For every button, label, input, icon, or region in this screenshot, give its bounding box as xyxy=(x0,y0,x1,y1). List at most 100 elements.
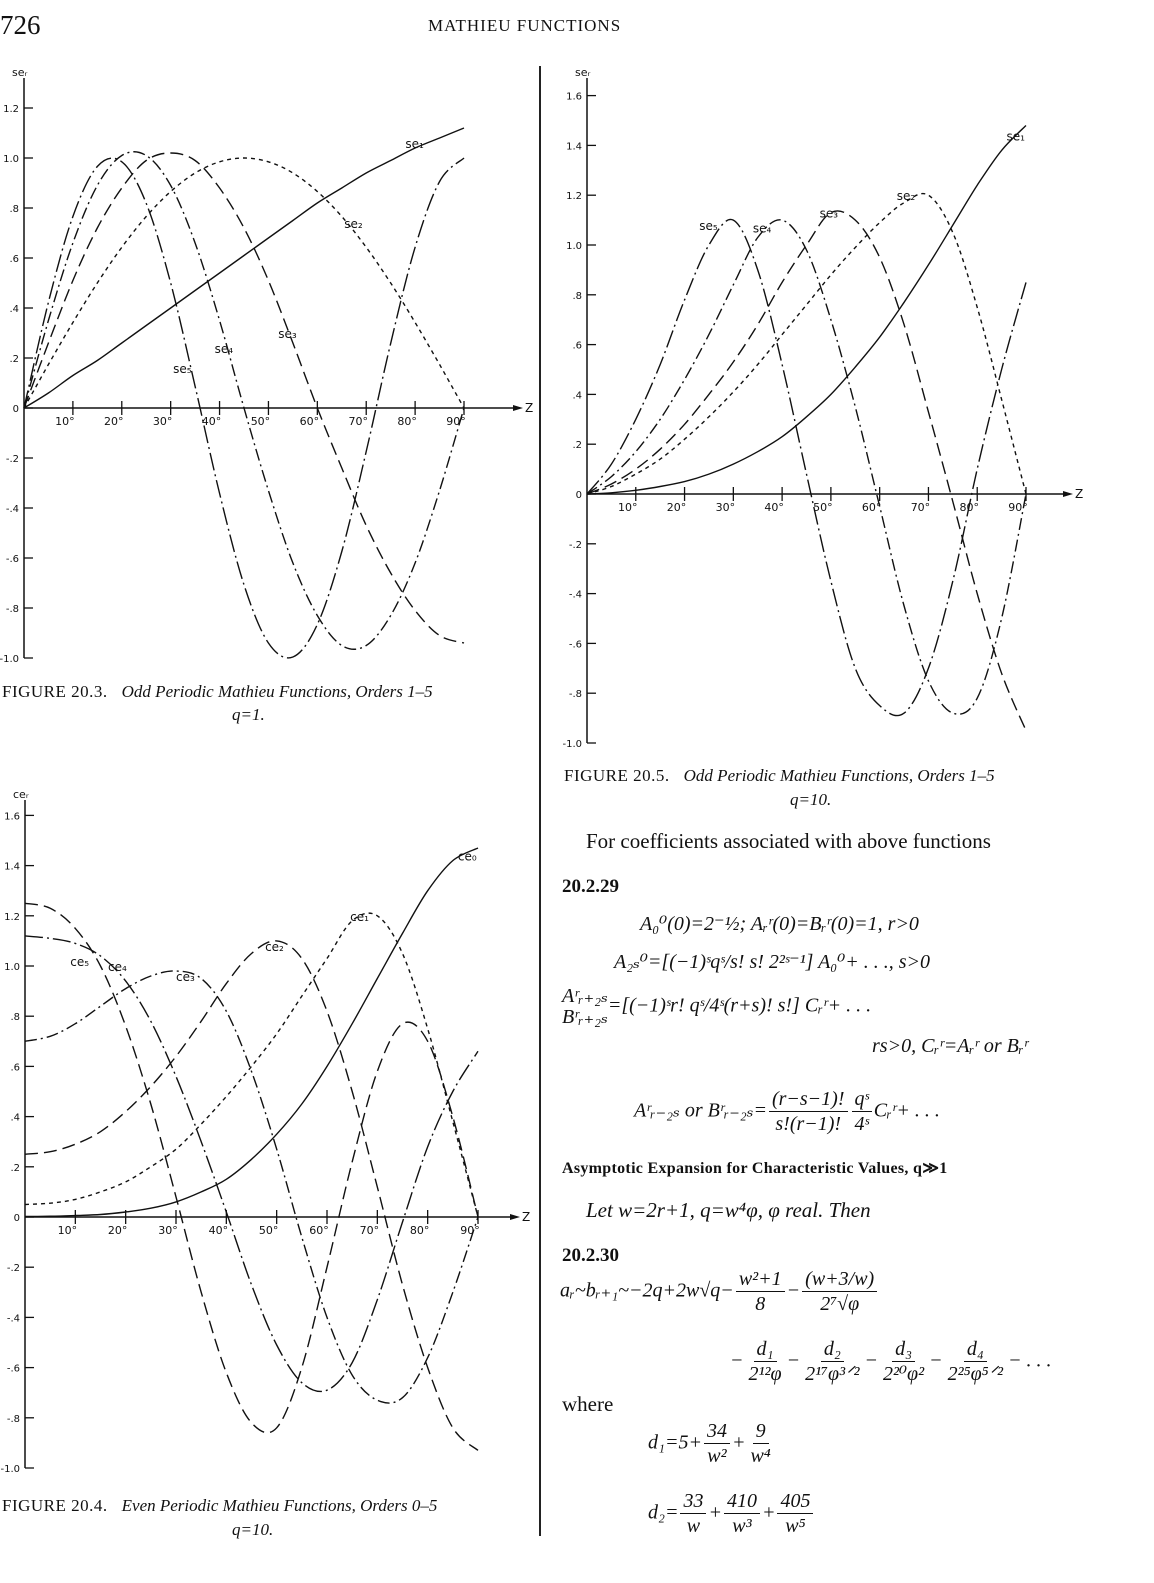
x-tick-label: 40° xyxy=(209,1224,229,1237)
let-statement: Let w=2r+1, q=w⁴φ, φ real. Then xyxy=(586,1198,871,1222)
denominator: w⁵ xyxy=(785,1515,806,1537)
series-line-0 xyxy=(586,125,1027,495)
equation-number-20-2-30: 20.2.30 xyxy=(562,1245,619,1266)
y-tick-label: 1.4 xyxy=(4,862,20,873)
y-tick-label: .8 xyxy=(572,291,582,302)
series-line-3 xyxy=(24,970,479,1404)
x-tick-label: 30° xyxy=(158,1224,178,1237)
figure-label: FIGURE 20.3. xyxy=(2,682,108,701)
y-tick-label: 1.6 xyxy=(566,92,582,103)
x-tick-label: 30° xyxy=(153,415,173,428)
denominator: 2¹²φ xyxy=(748,1363,782,1385)
minus: − xyxy=(786,1279,801,1302)
denominator: w² xyxy=(707,1445,727,1467)
denominator: 8 xyxy=(755,1293,766,1315)
y-axis-label: seᵣ xyxy=(575,66,590,79)
figure-title: Even Periodic Mathieu Functions, Orders … xyxy=(121,1496,438,1515)
y-tick-label: -.8 xyxy=(569,689,582,700)
x-tick-label: 20° xyxy=(104,415,124,428)
denominator: 4ˢ xyxy=(854,1113,869,1135)
x-axis-arrow xyxy=(510,1214,520,1220)
lhs: aᵣ~bᵣ₊₁~−2q+2w√q− xyxy=(560,1279,734,1302)
chart-1: seᵣ Z 1.6 1.4 1.2 1.0 .8 .6 .4 .2 0 -.2 -.4 -.6 -.8 -1.… xyxy=(562,66,1083,750)
numerator: 34 xyxy=(703,1420,730,1444)
fraction: w²+1 8 xyxy=(735,1268,785,1316)
series-label: ce₀ xyxy=(458,850,477,864)
series-label: se₁ xyxy=(1006,129,1025,143)
series-label: se₃ xyxy=(278,327,297,341)
x-tick-label: 20° xyxy=(667,501,687,514)
y-tick-label: -1.0 xyxy=(0,1464,20,1475)
series-line-4 xyxy=(23,157,465,659)
y-tick-label: 0 xyxy=(576,490,582,501)
y-tick-label: -1.0 xyxy=(0,654,19,665)
y-tick-label: 1.4 xyxy=(566,141,582,152)
series-label: se₃ xyxy=(820,207,839,221)
series-line-4 xyxy=(24,935,479,1393)
x-tick-label: 50° xyxy=(259,1224,279,1237)
series-label: se₅ xyxy=(173,362,192,376)
y-tick-label: .6 xyxy=(9,254,19,265)
y-tick-label: 1.2 xyxy=(3,104,19,115)
series-line-5 xyxy=(24,902,479,1434)
series-line-0 xyxy=(24,847,479,1218)
figure-title: Odd Periodic Mathieu Functions, Orders 1… xyxy=(121,682,433,701)
fraction: (r−s−1)! s!(r−1)! xyxy=(768,1088,848,1136)
y-axis-label: ceᵣ xyxy=(13,788,29,801)
series-label: ce₁ xyxy=(350,910,369,924)
x-tick-label: 70° xyxy=(360,1224,380,1237)
figure-20-4-caption: FIGURE 20.4. Even Periodic Mathieu Functi… xyxy=(2,1496,437,1516)
denominator: 2²⁵φ⁵ᐟ² xyxy=(947,1363,1004,1385)
denominator: 2⁷√φ xyxy=(820,1293,860,1315)
x-tick-label: 90° xyxy=(446,415,466,428)
series-label: ce₄ xyxy=(108,960,127,974)
fraction: d₁ 2¹²φ xyxy=(746,1338,785,1386)
y-tick-label: -.6 xyxy=(7,1364,20,1375)
running-title: MATHIEU FUNCTIONS xyxy=(428,16,622,35)
figure-20-4-q: q=10. xyxy=(232,1520,274,1539)
y-tick-label: .2 xyxy=(9,354,19,365)
y-tick-label: 1.6 xyxy=(4,811,20,822)
equation-A2s: A₂ₛ⁰=[(−1)ˢqˢ/s! s! 2²ˢ⁻¹] A₀⁰+ . . ., s… xyxy=(614,951,931,973)
equation-A-r-plus-2s: Aʳᵣ₊₂ₛ Bʳᵣ₊₂ₛ =[(−1)ˢr! qˢ/4ˢ(r+s)! s!] Cᵣ… xyxy=(562,986,871,1028)
y-tick-label: -.4 xyxy=(569,590,582,601)
y-tick-label: -.2 xyxy=(569,540,582,551)
lhs-top: Aʳᵣ₊₂ₛ xyxy=(562,985,608,1007)
series-label: se₄ xyxy=(753,222,772,236)
y-tick-label: -.8 xyxy=(6,604,19,615)
minus: − xyxy=(864,1349,879,1372)
numerator: d₁ xyxy=(753,1338,777,1362)
series-line-4 xyxy=(586,218,1027,717)
equation-d2: d₂= 33 w +410 w³ +405 w⁵ xyxy=(648,1490,815,1538)
figure-label: FIGURE 20.5. xyxy=(564,766,670,785)
x-tick-label: 70° xyxy=(911,501,931,514)
series-line-1 xyxy=(24,912,479,1218)
fraction: d₃ 2²⁰φ² xyxy=(880,1338,927,1386)
x-axis-label: Z xyxy=(1075,487,1083,501)
numerator: 33 xyxy=(680,1490,707,1514)
denominator: 2¹⁷φ³ᐟ² xyxy=(805,1363,860,1385)
fraction: d₄ 2²⁵φ⁵ᐟ² xyxy=(945,1338,1006,1386)
tail: Cᵣʳ+ . . . xyxy=(873,1099,940,1122)
y-tick-label: 1.0 xyxy=(4,962,20,973)
page-number: 726 xyxy=(0,10,41,40)
where-label: where xyxy=(562,1392,614,1416)
chart-2: ceᵣ Z 1.6 1.4 1.2 1.0 .8 .6 .4 .2 0 -.2 -.4 -.6 -.8 -1.… xyxy=(0,788,530,1475)
y-tick-label: .4 xyxy=(10,1113,20,1124)
x-tick-label: 40° xyxy=(202,415,222,428)
y-tick-label: -1.0 xyxy=(562,739,582,750)
x-tick-label: 50° xyxy=(813,501,833,514)
figure-20-5-caption: FIGURE 20.5. Odd Periodic Mathieu Functio… xyxy=(564,766,995,786)
equation-asymptotic: aᵣ~bᵣ₊₁~−2q+2w√q− w²+1 8− (w+3/w) 2⁷√φ xyxy=(560,1268,879,1316)
fraction: 410 w³ xyxy=(723,1490,760,1538)
fraction: qˢ 4ˢ xyxy=(851,1088,872,1136)
figure-20-3-caption: FIGURE 20.3. Odd Periodic Mathieu Functio… xyxy=(2,682,433,702)
series-label: se₂ xyxy=(897,189,916,203)
x-tick-label: 70° xyxy=(348,415,368,428)
y-tick-label: 1.0 xyxy=(566,241,582,252)
x-tick-label: 90° xyxy=(460,1224,480,1237)
minus: − xyxy=(929,1349,943,1372)
numerator: d₂ xyxy=(820,1338,844,1362)
numerator: d₄ xyxy=(963,1338,987,1362)
